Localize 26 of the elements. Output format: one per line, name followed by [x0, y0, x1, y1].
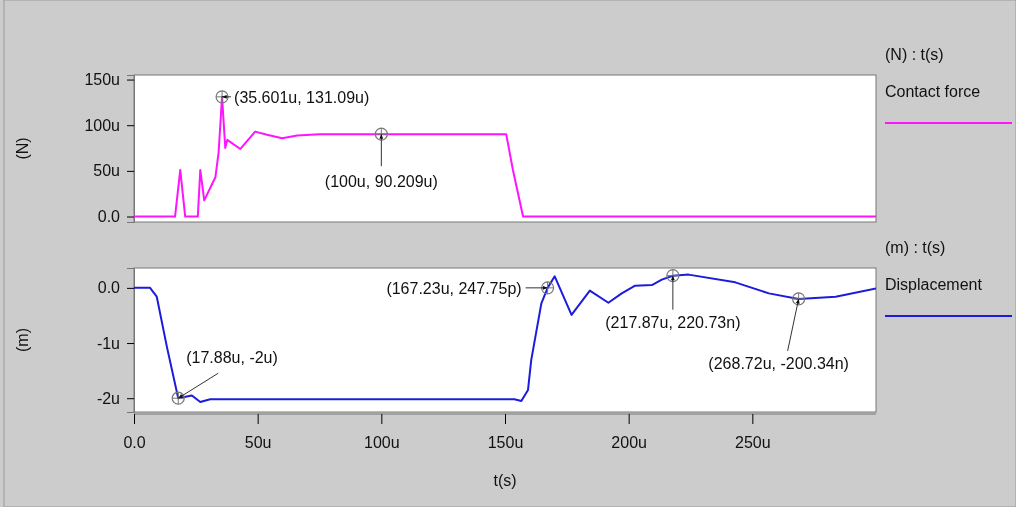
x-tick-label: 250u — [735, 433, 771, 451]
y-tick-label: 50u — [93, 162, 120, 180]
text: Contact force — [885, 83, 981, 100]
x-axis-title: t(s) — [493, 472, 517, 489]
y-tick-label: -2u — [96, 389, 120, 407]
x-tick-label: 200u — [611, 433, 647, 451]
annotation: (268.72u, -200.34n) — [708, 354, 849, 372]
y-tick-label: 0.0 — [97, 208, 121, 226]
annotation: (17.88u, -2u) — [186, 349, 278, 367]
annotation: (217.87u, 220.73n) — [605, 313, 741, 331]
annotation: (100u, 90.209u) — [324, 173, 438, 191]
y-tick-label: 150u — [84, 71, 120, 89]
y-tick-label: -1u — [96, 334, 120, 352]
legend-title: (m) : t(s) — [885, 239, 946, 256]
legend-title: (N) : t(s) — [885, 46, 944, 63]
series-label: Displacement — [885, 276, 983, 293]
x-tick-label: 100u — [364, 433, 400, 451]
x-tick-label: 0.0 — [123, 433, 146, 451]
y-axis-title: (N) — [14, 137, 31, 160]
x-tick-label: 50u — [244, 433, 272, 451]
annotation: (167.23u, 247.75p) — [386, 279, 522, 297]
x-tick-label: 150u — [487, 433, 524, 451]
y-tick-label: 100u — [84, 116, 120, 134]
y-tick-label: 0.0 — [97, 279, 121, 297]
annotation: (35.601u, 131.09u) — [234, 88, 370, 106]
y-axis-title: (m) — [14, 328, 31, 352]
